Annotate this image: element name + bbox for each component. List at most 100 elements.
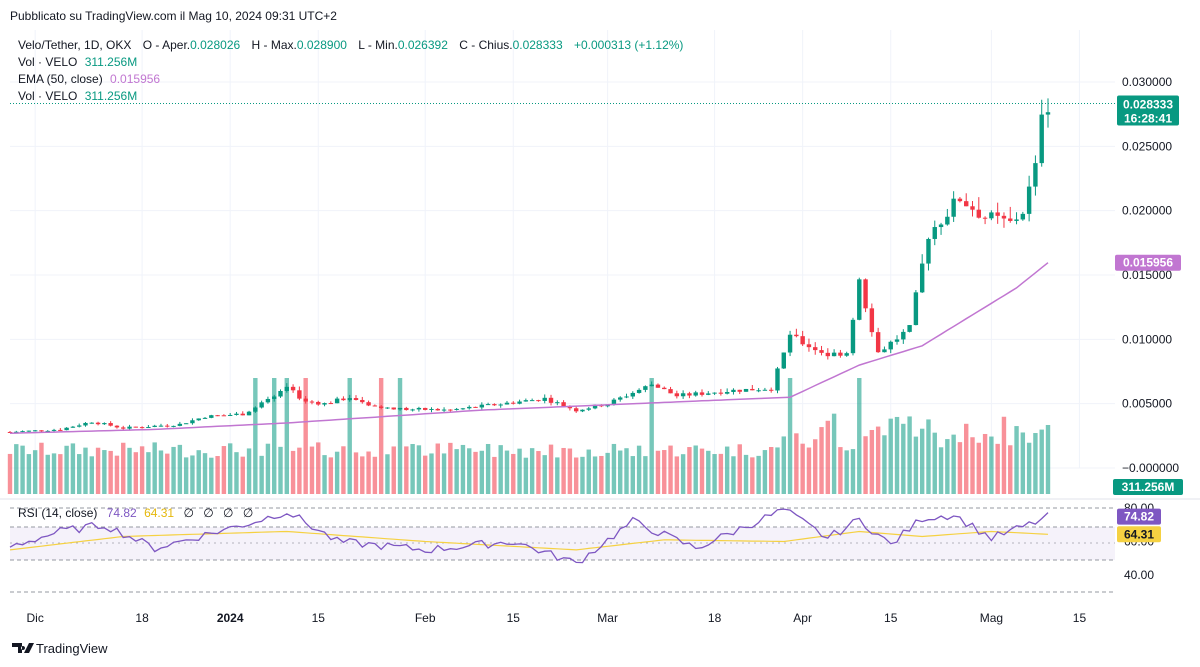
volume-bar — [14, 444, 19, 494]
volume-bars — [7, 378, 1051, 494]
volume-bar — [869, 429, 875, 494]
candle-body — [121, 427, 126, 429]
candle-body — [882, 349, 887, 353]
rsi-ma-line — [9, 530, 1049, 551]
candle-body — [1039, 114, 1044, 164]
candle-body — [240, 413, 245, 416]
time-axis-label: Feb — [415, 611, 436, 625]
candle-body — [542, 397, 547, 401]
volume-bar — [976, 442, 982, 494]
candle-body — [636, 389, 642, 393]
volume-bar — [605, 452, 610, 494]
candle-body — [819, 350, 824, 353]
candle-body — [1026, 186, 1032, 214]
candle-body — [410, 409, 415, 411]
candle-body — [561, 402, 566, 407]
volume-bar — [951, 434, 956, 494]
volume-bar — [630, 456, 636, 494]
time-axis-label: Mar — [597, 611, 618, 625]
volume-bar — [567, 448, 573, 494]
candle-body — [643, 386, 648, 390]
candle-body — [674, 393, 680, 397]
candle-body — [366, 402, 371, 406]
volume-bar — [1026, 442, 1032, 494]
volume-bar — [372, 456, 378, 494]
candle-body — [756, 390, 761, 392]
legend-main[interactable]: Velo/Tether, 1D, OKX O - Aper.0.028026 H… — [18, 38, 683, 52]
candle-body — [555, 402, 560, 404]
price-axis-label: −0.000000 — [1122, 461, 1179, 475]
candle-body — [825, 352, 831, 357]
volume-bar — [76, 454, 82, 494]
candle-body — [706, 393, 711, 395]
candle-body — [592, 404, 598, 409]
candle-body — [573, 408, 579, 412]
candle-body — [391, 407, 396, 410]
candle-body — [618, 397, 623, 400]
volume-bar — [1008, 445, 1013, 494]
volume-bar — [982, 433, 988, 494]
rsi-legend-value: 74.82 — [107, 506, 137, 520]
candle-body — [945, 216, 950, 225]
volume-bar — [624, 448, 629, 494]
rsi-legend[interactable]: RSI (14, close) 74.82 64.31 ∅ ∅ ∅ ∅ — [18, 506, 253, 520]
volume-bar — [246, 448, 252, 494]
volume-bar — [441, 453, 447, 494]
candle-body — [869, 308, 875, 333]
legend-open: 0.028026 — [190, 38, 240, 52]
volume-bar — [724, 446, 730, 494]
volume-bar — [687, 447, 692, 494]
legend-ema-label: EMA (50, close) — [18, 72, 103, 86]
legend-vol1[interactable]: Vol · VELO 311.256M — [18, 55, 137, 69]
time-axis[interactable]: Dic 18 2024 15 Feb 15 Mar 18 Apr 15 Mag 15 — [26, 611, 1086, 625]
candle-body — [76, 425, 82, 427]
candle-body — [221, 415, 227, 417]
candle-body — [1020, 213, 1026, 220]
legend-ema[interactable]: EMA (50, close) 0.015956 — [18, 72, 160, 86]
volume-bar — [39, 442, 44, 494]
volume-bar — [504, 450, 510, 494]
volume-bar — [618, 450, 623, 494]
candle-body — [693, 392, 698, 396]
candle-body — [51, 429, 57, 431]
time-axis-label: 18 — [708, 611, 722, 625]
tradingview-logo[interactable]: TradingView — [12, 641, 108, 656]
rsi-legend-extra: ∅ — [183, 506, 193, 520]
volume-bar — [882, 435, 887, 494]
published-note: Pubblicato su TradingView.com il Mag 10,… — [10, 9, 337, 23]
candle-body — [964, 201, 969, 207]
volume-bar — [303, 378, 308, 494]
volume-bar — [58, 454, 63, 494]
volume-bar — [919, 428, 925, 494]
legend-vol2[interactable]: Vol · VELO 311.256M — [18, 89, 137, 103]
candle-body — [989, 212, 994, 219]
volume-bar — [171, 446, 176, 494]
volume-bar — [215, 456, 220, 494]
candle-body — [32, 430, 38, 432]
volume-bar — [1039, 429, 1044, 494]
volume-bar — [7, 453, 13, 494]
price-axis-label: 0.020000 — [1122, 204, 1172, 218]
candle-body — [45, 430, 50, 432]
candle-body — [479, 404, 485, 408]
volume-bar — [265, 443, 271, 494]
volume-bar — [945, 439, 950, 494]
candle-body — [353, 398, 359, 400]
candle-body — [926, 238, 931, 264]
candle-body — [416, 407, 422, 410]
volume-bar — [636, 445, 642, 494]
candle-body — [976, 209, 982, 218]
volume-bar — [397, 378, 403, 494]
legend-vol1-value: 311.256M — [85, 55, 137, 69]
volume-bar — [64, 445, 69, 494]
volume-bar — [561, 447, 566, 494]
last-price-badge-value: 0.028333 — [1123, 97, 1173, 111]
volume-bar — [548, 444, 554, 494]
legend-ema-value: 0.015956 — [110, 72, 160, 86]
candle-body — [901, 331, 906, 340]
price-axis[interactable]: 0.030000 0.025000 0.020000 0.015000 0.010000… — [1122, 75, 1179, 475]
candle-body — [611, 399, 617, 405]
volume-bar — [989, 436, 994, 494]
volume-bar — [781, 436, 786, 494]
